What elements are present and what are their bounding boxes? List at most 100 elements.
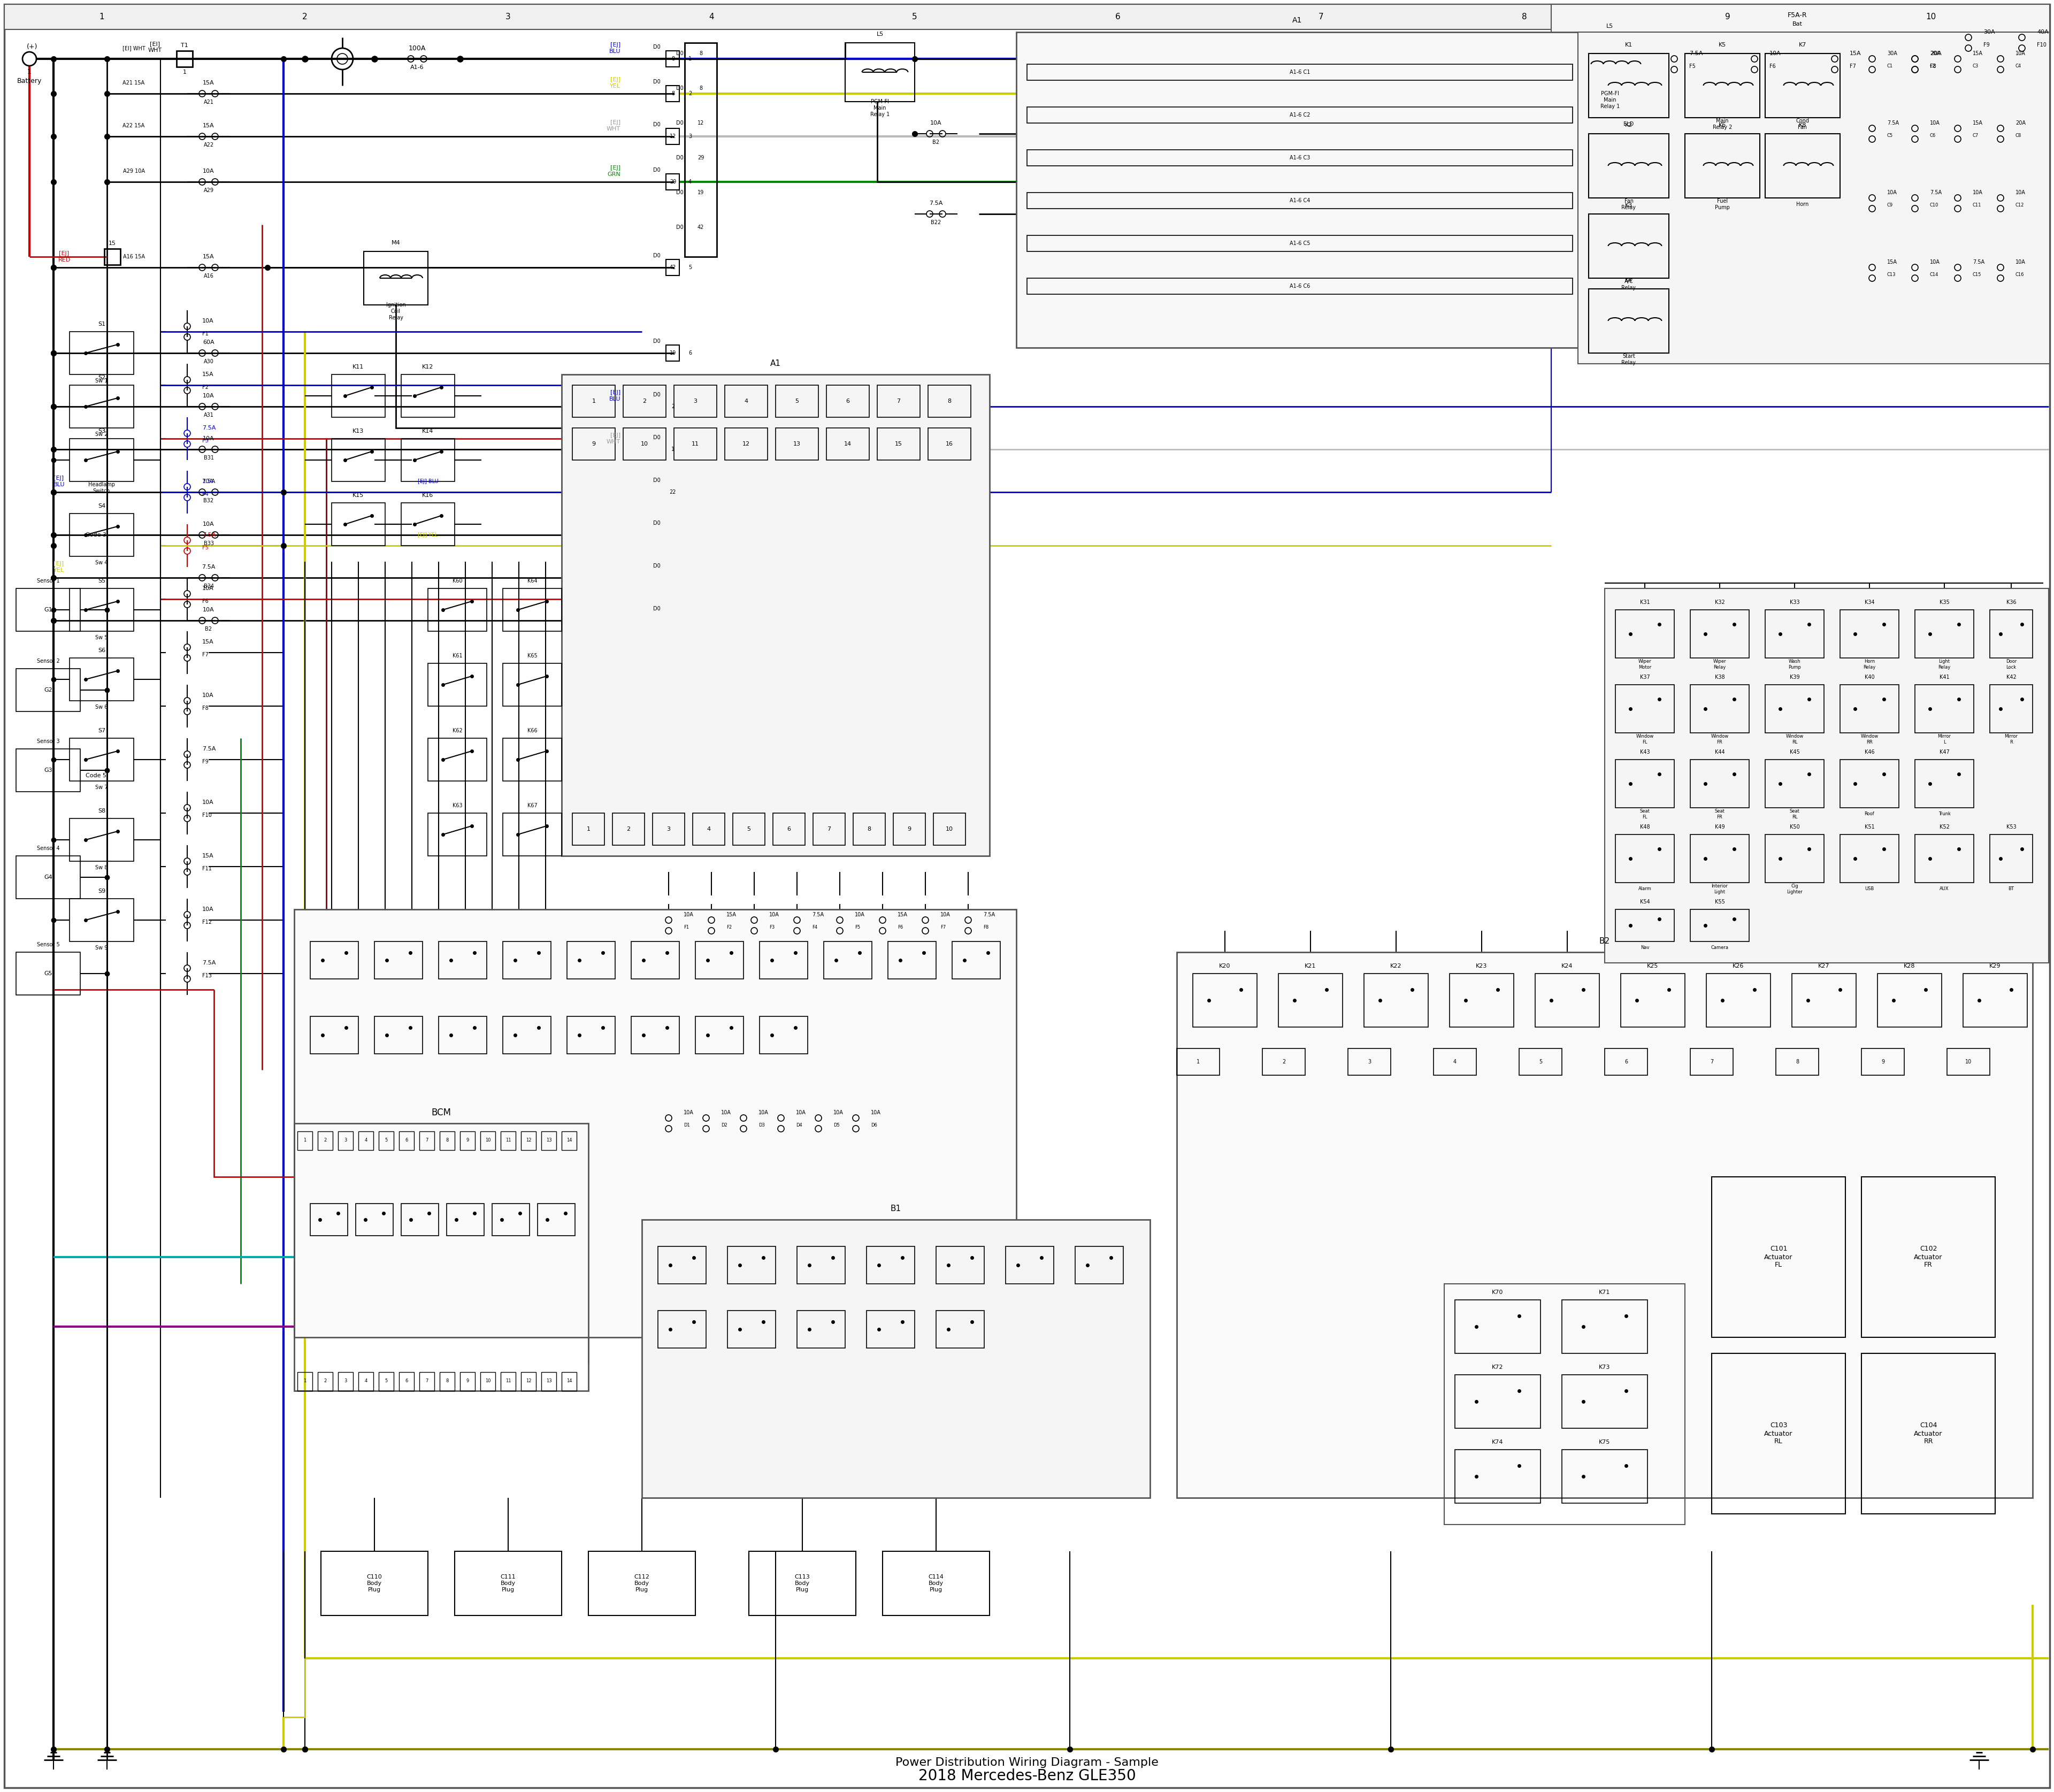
Bar	[1964, 973, 2027, 1027]
Text: 12: 12	[670, 134, 676, 140]
Text: 10A: 10A	[201, 799, 214, 805]
Text: 5: 5	[384, 1378, 388, 1383]
Text: 4: 4	[1454, 1059, 1456, 1064]
Text: Code 3: Code 3	[86, 532, 107, 538]
Bar	[1588, 213, 1668, 278]
Bar	[1263, 1048, 1304, 1075]
Text: K46: K46	[1865, 749, 1875, 754]
Text: 15A: 15A	[1851, 50, 1861, 56]
Text: S3: S3	[99, 428, 105, 434]
Text: 42: 42	[670, 265, 676, 271]
Text: 5: 5	[912, 13, 918, 22]
Text: C110
Body
Plug: C110 Body Plug	[368, 1575, 382, 1593]
Text: 2: 2	[626, 826, 631, 831]
Bar	[1588, 54, 1668, 118]
Bar	[501, 1373, 516, 1391]
Text: 3: 3	[688, 134, 692, 140]
Text: K43: K43	[1639, 749, 1649, 754]
Text: 10A: 10A	[941, 912, 951, 918]
Text: Sw 8: Sw 8	[94, 866, 109, 871]
Text: 15A: 15A	[727, 912, 737, 918]
Text: [EJ]
BLU: [EJ] BLU	[608, 391, 620, 401]
Text: F9: F9	[201, 760, 207, 765]
Bar	[542, 1131, 557, 1150]
Bar	[1027, 108, 1573, 124]
Bar	[1561, 1374, 1647, 1428]
Text: 10A: 10A	[871, 1109, 881, 1115]
Text: 7.5A: 7.5A	[1888, 120, 1900, 125]
Text: K64: K64	[528, 579, 538, 584]
Bar	[70, 332, 134, 375]
Bar	[355, 1204, 392, 1236]
Bar	[696, 1016, 744, 1054]
Bar	[657, 1310, 707, 1348]
Text: 7.5A: 7.5A	[984, 912, 994, 918]
Text: Horn: Horn	[1797, 202, 1810, 208]
Text: B32: B32	[203, 498, 214, 504]
Bar	[16, 857, 80, 898]
Text: 9: 9	[466, 1378, 468, 1383]
Text: 6: 6	[787, 826, 791, 831]
Text: D5: D5	[834, 1124, 840, 1127]
Bar	[772, 814, 805, 846]
Bar	[1791, 973, 1857, 1027]
Text: 9: 9	[1881, 1059, 1884, 1064]
Text: K61: K61	[452, 652, 462, 658]
Text: 22: 22	[670, 489, 676, 495]
Bar	[561, 1373, 577, 1391]
Text: C12: C12	[2015, 202, 2025, 208]
Text: BCM: BCM	[431, 1107, 452, 1118]
Text: B2: B2	[1600, 937, 1610, 946]
Text: 12: 12	[526, 1378, 532, 1383]
Bar	[339, 1131, 353, 1150]
Bar	[622, 385, 665, 418]
Text: K37: K37	[1639, 674, 1649, 679]
Text: Window
RR: Window RR	[1861, 735, 1877, 744]
Text: 2: 2	[688, 91, 692, 97]
Text: BT: BT	[2009, 887, 2015, 891]
Text: D0: D0	[653, 563, 661, 568]
Text: K71: K71	[1598, 1290, 1610, 1296]
Text: A22 15A: A22 15A	[123, 124, 144, 129]
Text: 8: 8	[698, 86, 702, 91]
Text: F11: F11	[201, 866, 212, 871]
Bar	[1551, 4, 2050, 151]
Text: Start
Relay: Start Relay	[1621, 353, 1635, 366]
Text: K48: K48	[1639, 824, 1649, 830]
Bar	[401, 439, 454, 482]
Text: Mirror
L: Mirror L	[1937, 735, 1951, 744]
Text: C9: C9	[1888, 202, 1894, 208]
Bar	[440, 941, 487, 978]
Text: 8: 8	[947, 398, 951, 403]
Text: D0: D0	[653, 167, 661, 172]
Text: S8: S8	[99, 808, 105, 814]
Text: 2: 2	[1282, 1059, 1286, 1064]
Text: K34: K34	[1865, 600, 1875, 606]
Text: Power Distribution Wiring Diagram - Sample: Power Distribution Wiring Diagram - Samp…	[896, 1758, 1158, 1769]
Text: [EJ]
WHT: [EJ] WHT	[606, 120, 620, 131]
Text: D0: D0	[653, 122, 661, 127]
Bar	[1614, 609, 1674, 658]
Text: 11: 11	[505, 1138, 511, 1143]
Text: 9: 9	[466, 1138, 468, 1143]
Text: [EJ]
YEL: [EJ] YEL	[53, 561, 64, 573]
Bar	[427, 663, 487, 706]
Text: K75: K75	[1598, 1439, 1610, 1444]
Bar	[294, 909, 1017, 1337]
Text: K65: K65	[528, 652, 538, 658]
Text: A1-6 C5: A1-6 C5	[1290, 240, 1310, 246]
Bar	[1690, 685, 1750, 733]
Text: Camera: Camera	[1711, 946, 1729, 950]
Bar	[310, 1016, 357, 1054]
Text: Bat: Bat	[1793, 22, 1801, 27]
Text: Sw 6: Sw 6	[94, 704, 109, 710]
Text: Sw 4: Sw 4	[94, 561, 109, 566]
Text: G1: G1	[43, 607, 51, 613]
Text: K21: K21	[1304, 964, 1317, 969]
Bar	[70, 588, 134, 631]
Bar	[674, 428, 717, 461]
Text: 8: 8	[672, 91, 674, 97]
Bar	[826, 385, 869, 418]
Text: 60A: 60A	[203, 340, 214, 346]
Text: F6: F6	[1768, 65, 1777, 70]
